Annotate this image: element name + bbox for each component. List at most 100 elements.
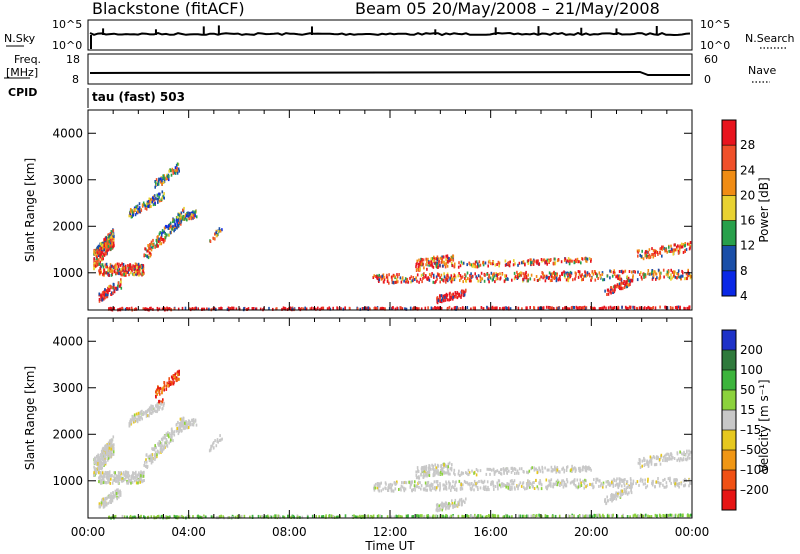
data-point bbox=[155, 404, 157, 408]
data-point bbox=[101, 466, 103, 470]
data-point bbox=[134, 268, 137, 272]
data-point bbox=[670, 513, 673, 517]
data-point bbox=[373, 488, 376, 492]
data-point bbox=[336, 307, 339, 311]
data-point bbox=[640, 275, 643, 279]
data-point bbox=[431, 486, 434, 490]
data-point bbox=[657, 268, 660, 272]
data-point bbox=[609, 269, 611, 273]
data-point bbox=[408, 480, 410, 484]
data-point bbox=[156, 238, 159, 242]
data-point bbox=[450, 274, 453, 278]
data-point bbox=[99, 453, 102, 457]
data-point bbox=[119, 282, 122, 286]
data-point bbox=[491, 262, 494, 266]
data-point bbox=[150, 197, 153, 201]
data-point bbox=[689, 450, 692, 454]
data-point bbox=[96, 248, 99, 252]
data-point bbox=[645, 256, 648, 260]
data-point bbox=[579, 515, 581, 519]
data-point bbox=[126, 475, 129, 479]
data-point bbox=[496, 481, 498, 485]
data-point bbox=[438, 259, 440, 263]
data-point bbox=[433, 257, 435, 261]
data-point bbox=[517, 485, 519, 489]
data-point bbox=[602, 513, 604, 517]
data-point bbox=[604, 499, 607, 503]
data-point bbox=[618, 283, 621, 286]
data-point bbox=[423, 275, 425, 279]
data-point bbox=[101, 241, 103, 245]
data-point bbox=[463, 293, 466, 297]
data-point bbox=[612, 498, 614, 502]
data-point bbox=[353, 514, 355, 518]
data-point bbox=[171, 227, 173, 231]
data-point bbox=[599, 515, 601, 519]
data-point bbox=[342, 307, 345, 311]
data-point bbox=[584, 274, 586, 278]
data-point bbox=[673, 480, 675, 484]
data-point bbox=[448, 257, 450, 260]
data-point bbox=[167, 433, 169, 437]
data-point bbox=[441, 508, 443, 512]
data-point bbox=[120, 286, 123, 290]
data-point bbox=[659, 247, 661, 251]
data-point bbox=[561, 271, 564, 275]
data-point bbox=[177, 420, 179, 424]
data-point bbox=[108, 273, 110, 277]
data-point bbox=[108, 285, 110, 289]
data-point bbox=[445, 280, 447, 284]
data-point bbox=[522, 485, 525, 489]
data-point bbox=[163, 381, 165, 384]
data-point bbox=[440, 464, 442, 467]
data-point bbox=[176, 162, 179, 166]
data-point bbox=[134, 515, 136, 519]
data-point bbox=[499, 307, 501, 310]
data-point bbox=[656, 250, 658, 254]
data-point bbox=[637, 270, 639, 274]
data-point bbox=[108, 471, 111, 475]
data-point bbox=[560, 481, 563, 485]
data-point bbox=[117, 265, 120, 269]
data-point bbox=[621, 489, 623, 493]
data-point bbox=[652, 481, 654, 485]
data-point bbox=[612, 496, 614, 500]
data-point bbox=[387, 484, 390, 488]
data-point bbox=[612, 493, 615, 497]
data-point bbox=[564, 271, 566, 275]
data-point bbox=[514, 275, 517, 279]
data-point bbox=[461, 514, 463, 518]
data-point bbox=[537, 487, 540, 491]
data-point bbox=[393, 481, 396, 485]
data-point bbox=[666, 452, 668, 456]
data-point bbox=[321, 306, 324, 310]
data-point bbox=[644, 254, 647, 258]
data-point bbox=[680, 245, 683, 249]
data-point bbox=[142, 264, 144, 268]
data-point bbox=[137, 478, 140, 482]
data-point bbox=[461, 306, 464, 310]
data-point bbox=[159, 392, 161, 396]
data-point bbox=[561, 467, 563, 471]
y-tick-label: 1000 bbox=[52, 266, 83, 280]
data-point bbox=[647, 250, 650, 254]
data-point bbox=[414, 488, 416, 492]
data-point bbox=[620, 478, 623, 482]
data-point bbox=[386, 279, 389, 283]
data-point bbox=[678, 482, 680, 485]
data-point bbox=[174, 372, 177, 376]
data-point bbox=[611, 480, 613, 484]
data-point bbox=[102, 457, 105, 461]
data-point bbox=[130, 215, 133, 219]
data-point bbox=[144, 253, 147, 257]
data-point bbox=[502, 515, 505, 519]
data-point bbox=[179, 422, 182, 426]
data-point bbox=[157, 244, 159, 248]
data-point bbox=[585, 274, 587, 278]
data-point bbox=[476, 485, 479, 489]
data-point bbox=[446, 471, 448, 475]
data-point bbox=[107, 443, 110, 447]
data-point bbox=[156, 410, 158, 414]
data-point bbox=[117, 481, 120, 485]
data-point bbox=[542, 273, 544, 277]
